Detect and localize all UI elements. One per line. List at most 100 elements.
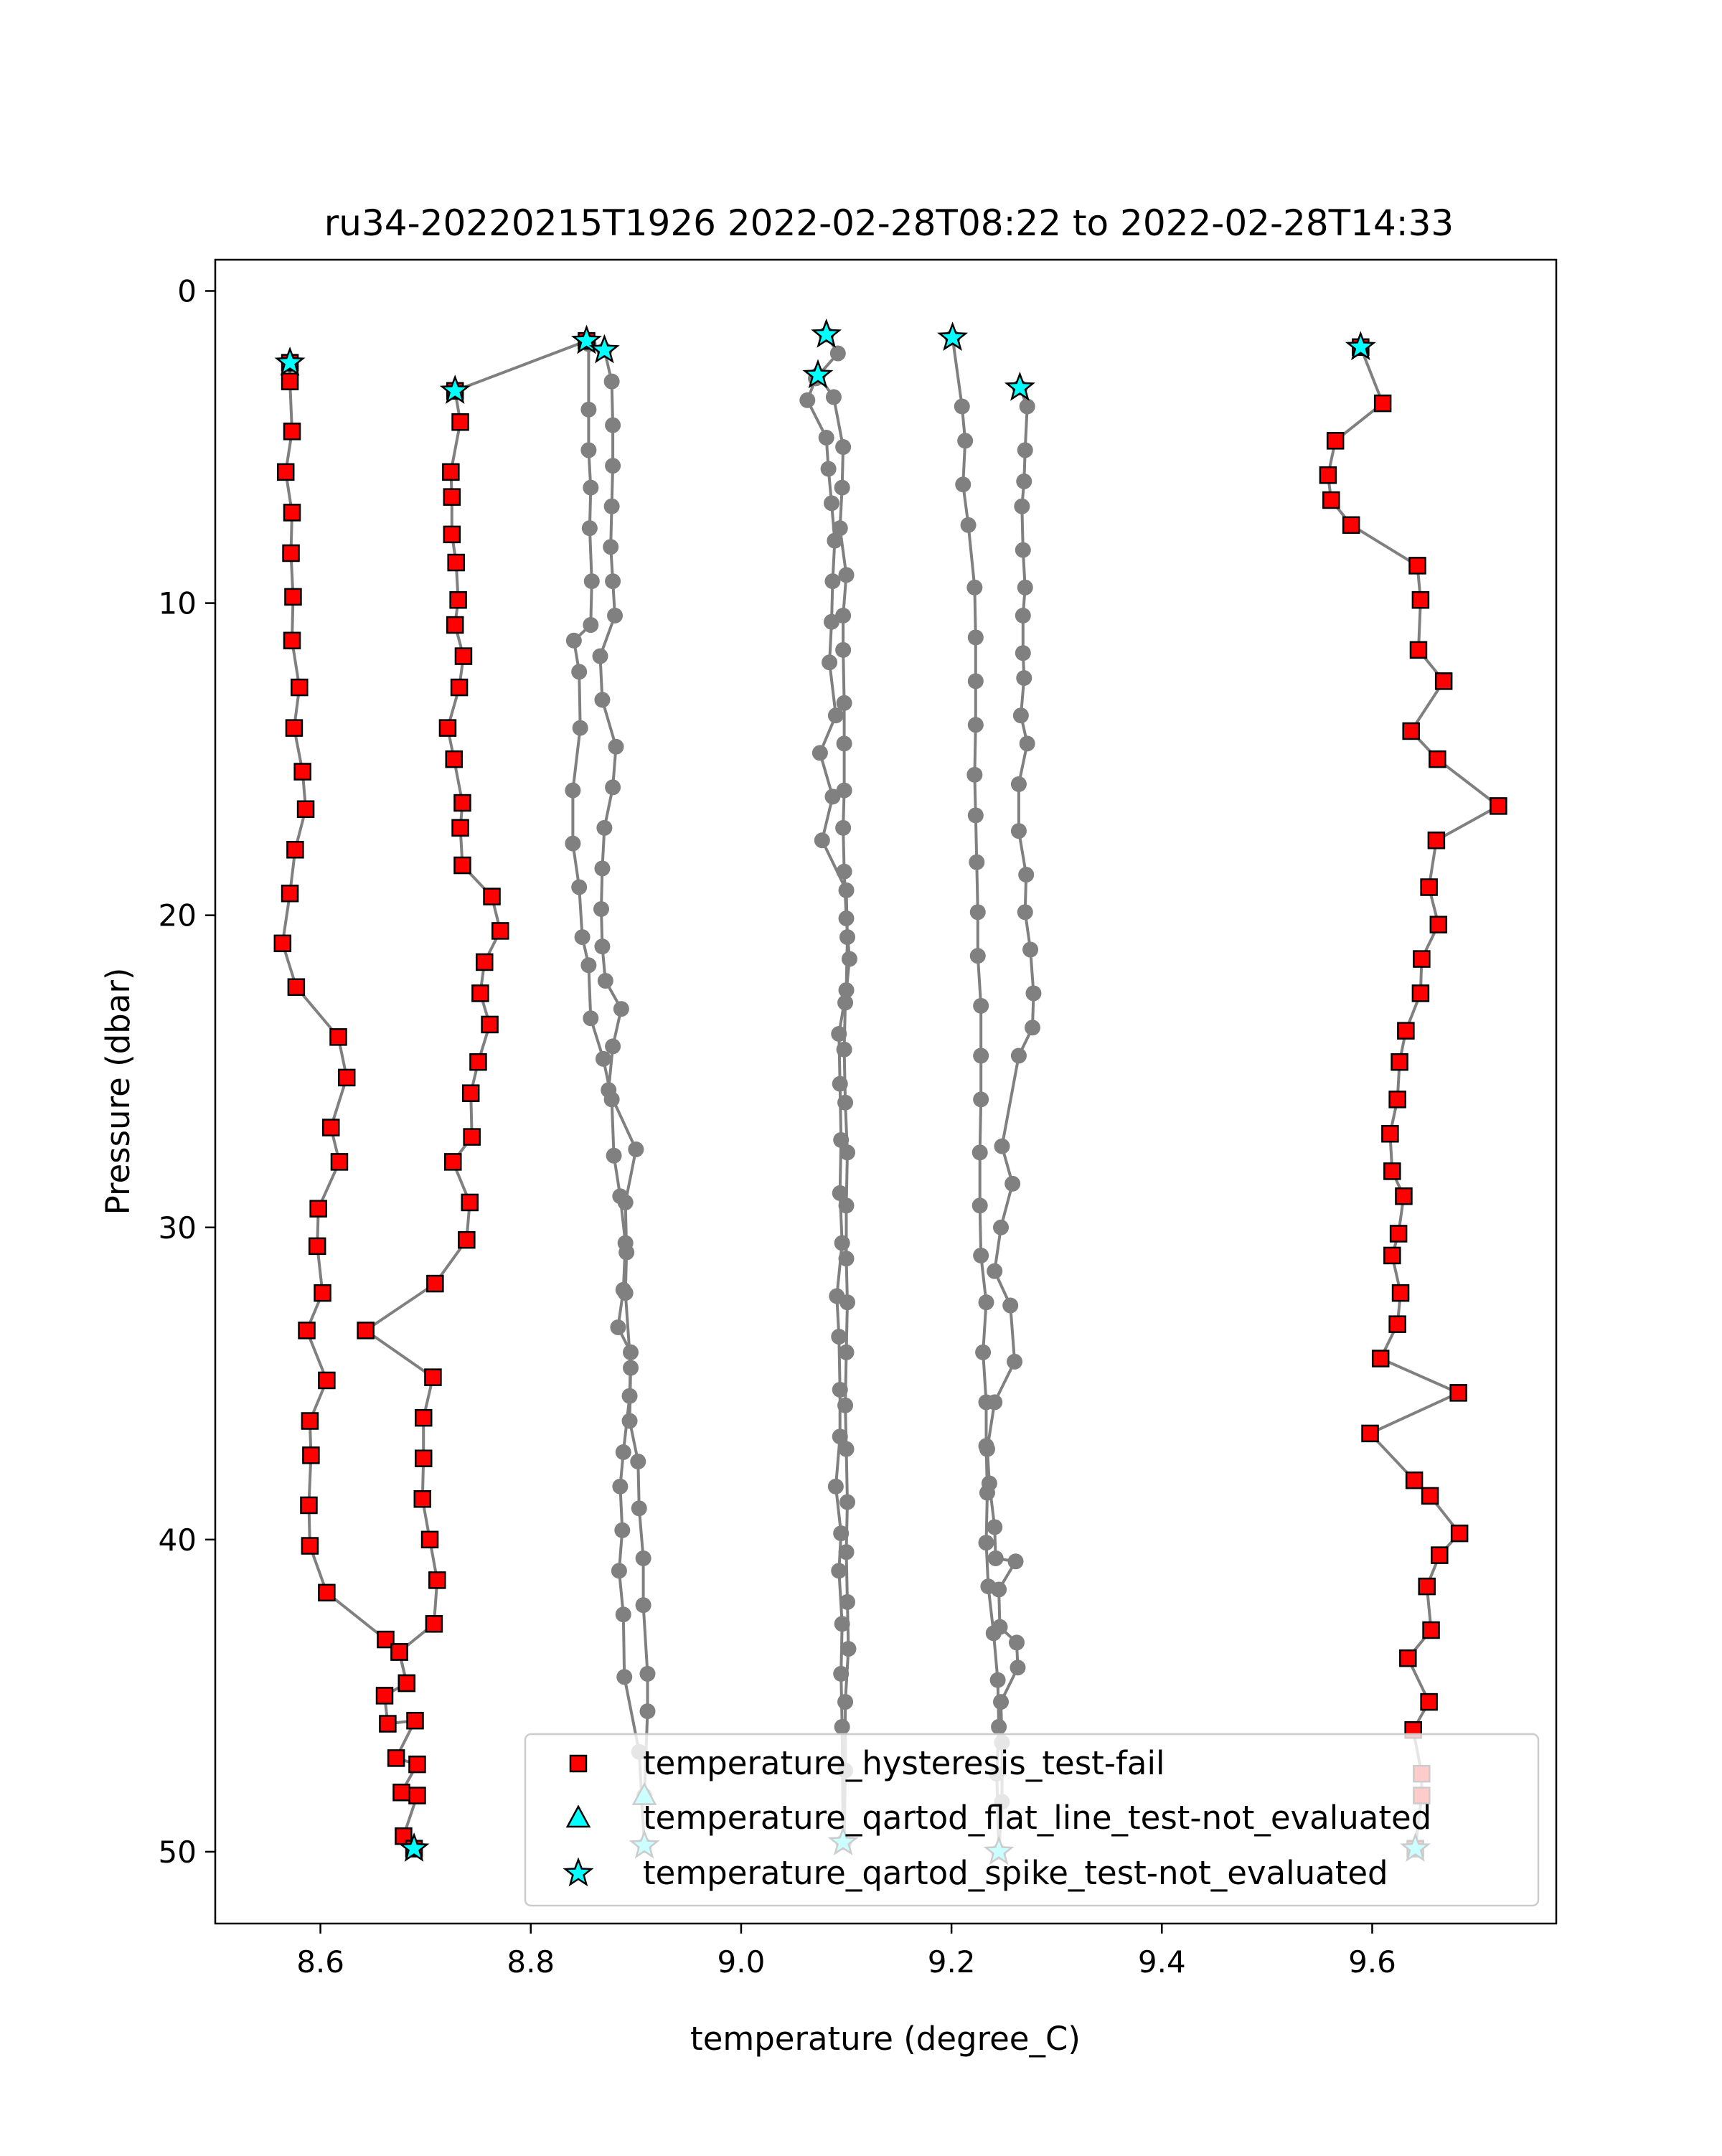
data-point [565,835,581,852]
data-point [837,1397,854,1413]
data-point [1009,1634,1025,1651]
hysteresis-fail-marker [1413,950,1431,968]
data-point [574,929,591,946]
data-point [829,345,846,362]
data-point [978,1294,994,1311]
hysteresis-fail-marker [481,1015,499,1034]
spike-not-evaluated-marker [588,334,620,364]
hysteresis-fail-marker [453,856,471,875]
data-point [824,613,840,630]
data-point [565,782,581,799]
data-point [824,495,840,512]
data-point [615,1444,631,1461]
hysteresis-fail-marker [318,1371,336,1390]
hysteresis-fail-marker [1411,590,1430,609]
data-point [960,517,977,533]
hysteresis-fail-marker [1418,1577,1436,1596]
data-point [639,1703,656,1720]
data-point [608,738,624,755]
data-point [987,1394,1003,1411]
spike-not-evaluated-marker [274,347,306,376]
hysteresis-fail-marker [451,413,469,431]
data-point [957,433,974,449]
data-point [1022,941,1039,958]
data-point [969,904,986,921]
data-point [818,429,834,446]
hysteresis-fail-marker [379,1715,397,1733]
data-point [981,1475,997,1492]
data-point [839,1594,855,1610]
data-point [621,1413,638,1429]
data-point [839,1494,855,1510]
data-point [1018,867,1035,883]
hysteresis-fail-marker [426,1274,444,1293]
data-point [973,1247,989,1263]
hysteresis-fail-marker [329,1028,347,1046]
data-point [605,1038,621,1055]
hysteresis-fail-marker [483,888,501,905]
data-point [832,1185,848,1201]
data-point [834,1616,850,1632]
data-point [1010,823,1027,839]
data-point [811,745,828,761]
data-point [617,1194,634,1210]
plot-area-frame [214,258,1558,1925]
hysteresis-fail-marker [318,1583,336,1602]
hysteresis-fail-marker [273,934,292,953]
data-point [1019,398,1035,415]
x-tick-label: 9.4 [1138,1944,1186,1980]
legend-markers [563,1754,594,1887]
data-point [832,1428,848,1445]
data-point [989,1672,1006,1688]
hysteresis-fail-marker [284,588,302,606]
data-point [839,1294,855,1311]
data-point [994,1138,1010,1154]
data-point [838,567,855,583]
data-point [630,1454,646,1470]
hysteresis-fail-marker [491,922,509,940]
data-point [836,1041,852,1058]
hysteresis-fail-marker [1429,750,1446,768]
data-point [987,1519,1003,1535]
hysteresis-fail-marker [449,590,467,609]
data-point [583,617,599,634]
data-point [597,973,613,989]
hysteresis-fail-marker [283,631,301,650]
hysteresis-fail-marker [438,719,457,737]
data-point [837,1094,854,1111]
hysteresis-fail-marker [1397,1022,1415,1040]
data-point [1015,645,1031,662]
data-point [835,607,852,623]
data-point [971,1144,988,1161]
data-point [835,439,852,456]
hysteresis-fail-marker [406,1711,424,1730]
x-axis-label: temperature (degree_C) [690,2020,1081,2058]
hysteresis-fail-marker [283,423,301,441]
data-point [973,1091,989,1108]
hysteresis-fail-marker [1402,722,1420,740]
hysteresis-fail-marker [308,1237,326,1256]
data-point [834,1235,850,1251]
data-point [1014,498,1030,514]
hysteresis-fail-marker [298,1322,316,1340]
y-tick-label: 30 [159,1210,197,1246]
hysteresis-fail-marker [413,1490,432,1508]
hysteresis-fail-marker [424,1368,442,1386]
hysteresis-fail-marker [330,1153,349,1171]
spike-not-evaluated-marker [811,318,842,348]
data-point [832,1382,848,1398]
hysteresis-fail-marker [282,544,300,562]
data-point [580,442,597,458]
hysteresis-fail-marker [357,1322,375,1340]
hysteresis-fail-marker [1409,641,1428,659]
hysteresis-fail-marker [1420,878,1438,896]
data-point [836,863,852,880]
data-point [838,982,855,999]
y-axis-label: Pressure (dbar) [99,968,137,1215]
data-point [615,1606,631,1623]
legend-triangle-marker [565,1804,591,1828]
data-point [614,1522,631,1538]
data-point [973,1048,989,1064]
data-point [628,1141,644,1157]
hysteresis-fail-marker [1431,1546,1449,1564]
